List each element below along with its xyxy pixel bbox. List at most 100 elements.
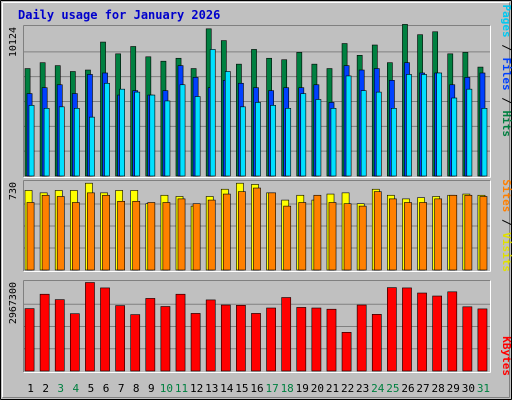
- bar-sites-day-30: [464, 194, 473, 271]
- bar-kbytes-day-28: [432, 295, 443, 372]
- bar-sites-day-17: [268, 192, 276, 271]
- panel-bottom: 2967300: [8, 280, 491, 373]
- bar-kbytes-day-3: [54, 299, 65, 372]
- bar-kbytes-day-16: [251, 313, 261, 372]
- x-tick-label-day-7: 7: [118, 382, 125, 395]
- bar-kbytes-day-31: [477, 308, 488, 372]
- bar-sites-day-9: [147, 202, 156, 271]
- bar-sites-day-6: [102, 194, 110, 271]
- bar-sites-day-16: [253, 187, 261, 271]
- x-axis-labels: 1 2 3 4 5 6 7 8 9 10 11 12 13 14 15 16 17 18 19 20 21 22 23 24 2…: [27, 382, 490, 395]
- bar-kbytes-day-11: [175, 293, 186, 372]
- bar-pages-day-13: [209, 49, 216, 177]
- x-tick-label-day-10: 10: [160, 382, 173, 395]
- panel-middle: 730: [8, 180, 491, 272]
- x-tick-label-day-27: 27: [416, 382, 429, 395]
- bar-kbytes-day-15: [236, 305, 246, 372]
- bar-kbytes-day-17: [266, 307, 276, 372]
- bar-sites-day-5: [87, 192, 95, 271]
- bar-sites-day-28: [434, 198, 443, 271]
- bar-pages-day-14: [224, 71, 231, 177]
- bar-sites-day-20: [313, 194, 322, 271]
- x-tick-label-day-29: 29: [447, 382, 460, 395]
- x-tick-label-day-1: 1: [27, 382, 34, 395]
- bar-pages-day-26: [406, 74, 412, 177]
- bar-kbytes-day-24: [371, 314, 382, 372]
- bar-pages-day-8: [134, 91, 141, 177]
- bar-pages-day-4: [73, 108, 80, 177]
- bar-kbytes-day-7: [115, 305, 125, 372]
- bar-kbytes-day-29: [447, 291, 458, 372]
- legend-top: Pages / Files / Hits: [500, 5, 512, 138]
- bar-pages-day-23: [360, 90, 367, 177]
- svg-text:Pages / Files / Hits: Pages / Files / Hits: [500, 5, 512, 138]
- bar-pages-day-9: [149, 94, 156, 177]
- bar-sites-day-4: [71, 202, 80, 271]
- bar-sites-day-2: [41, 194, 50, 271]
- bar-kbytes-day-4: [69, 313, 80, 372]
- bar-kbytes-day-26: [402, 287, 412, 372]
- bar-sites-day-13: [207, 199, 216, 271]
- x-tick-label-day-17: 17: [265, 382, 278, 395]
- bar-pages-day-17: [270, 105, 276, 177]
- bar-pages-day-16: [255, 102, 261, 177]
- bar-pages-day-19: [300, 93, 307, 177]
- legend-bottom: KBytes: [500, 336, 512, 376]
- bar-pages-day-27: [421, 74, 427, 177]
- bar-sites-day-25: [389, 198, 397, 271]
- bar-sites-day-15: [238, 191, 246, 271]
- legend-sep-3: /: [500, 212, 512, 232]
- y-max-label-top: 10124: [8, 27, 19, 57]
- bar-sites-day-3: [56, 196, 65, 271]
- x-tick-label-day-9: 9: [148, 382, 155, 395]
- x-tick-label-day-2: 2: [42, 382, 49, 395]
- bar-kbytes-day-13: [205, 299, 216, 372]
- legend-sites: Sites: [500, 179, 512, 212]
- bar-sites-day-23: [358, 205, 367, 271]
- x-tick-label-day-12: 12: [190, 382, 203, 395]
- bar-kbytes-day-12: [190, 313, 201, 372]
- bar-kbytes-day-21: [326, 308, 337, 372]
- bar-kbytes-day-1: [24, 308, 35, 372]
- x-tick-label-day-6: 6: [103, 382, 110, 395]
- bar-pages-day-3: [58, 106, 65, 177]
- legend-pages: Pages: [500, 5, 512, 38]
- bar-pages-day-15: [240, 106, 246, 177]
- bar-kbytes-day-23: [356, 304, 367, 372]
- legend-files: Files: [500, 58, 512, 91]
- x-tick-label-day-15: 15: [235, 382, 248, 395]
- legend-sep-1: /: [500, 38, 512, 58]
- bar-sites-day-14: [222, 193, 231, 271]
- x-tick-label-day-8: 8: [133, 382, 140, 395]
- bar-pages-day-21: [330, 108, 337, 177]
- x-tick-label-day-11: 11: [175, 382, 188, 395]
- bar-kbytes-day-8: [130, 314, 141, 372]
- legend-kbytes: KBytes: [500, 336, 512, 376]
- panel-top: 10124: [8, 24, 491, 178]
- bar-kbytes-day-27: [417, 292, 427, 372]
- bar-sites-day-29: [449, 194, 458, 271]
- bar-pages-day-22: [345, 75, 352, 177]
- bar-sites-day-12: [192, 203, 201, 271]
- bar-sites-day-10: [162, 202, 171, 271]
- bar-sites-day-8: [132, 200, 141, 271]
- x-tick-label-day-24: 24: [371, 382, 385, 395]
- bar-pages-day-11: [179, 84, 186, 177]
- bar-kbytes-day-2: [39, 293, 50, 372]
- bar-pages-day-12: [194, 96, 201, 177]
- bar-kbytes-day-30: [462, 306, 473, 372]
- bar-sites-day-31: [479, 196, 488, 271]
- bar-pages-day-2: [43, 108, 50, 177]
- legend-visits: Visits: [500, 232, 512, 272]
- x-tick-label-day-4: 4: [73, 382, 80, 395]
- legend-sep-2: /: [500, 91, 512, 111]
- bar-sites-day-24: [373, 191, 382, 271]
- bar-sites-day-21: [328, 202, 337, 271]
- legend-hits: Hits: [500, 111, 512, 138]
- bar-kbytes-day-20: [311, 307, 322, 372]
- bar-pages-day-6: [104, 82, 110, 177]
- bar-sites-day-18: [283, 205, 292, 271]
- bar-kbytes-day-9: [145, 298, 156, 372]
- bar-kbytes-day-18: [281, 297, 292, 372]
